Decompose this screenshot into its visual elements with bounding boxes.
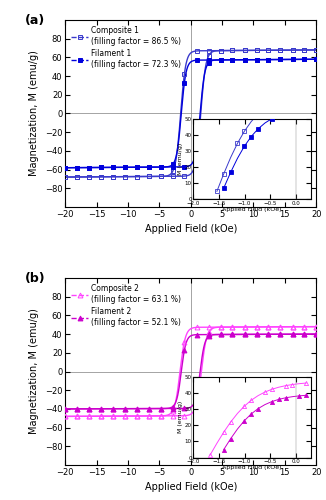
Legend: Composite 1
(filling factor = 86.5 %), Filament 1
(filling factor = 72.3 %): Composite 1 (filling factor = 86.5 %), F… (69, 24, 184, 71)
X-axis label: Applied Field (kOe): Applied Field (kOe) (144, 482, 237, 492)
Legend: Composite 2
(filling factor = 63.1 %), Filament 2
(filling factor = 52.1 %): Composite 2 (filling factor = 63.1 %), F… (69, 282, 184, 329)
Text: (b): (b) (25, 272, 46, 285)
Y-axis label: Magnetization, M (emu/g): Magnetization, M (emu/g) (29, 308, 39, 434)
Y-axis label: Magnetization, M (emu/g): Magnetization, M (emu/g) (29, 50, 39, 176)
X-axis label: Applied Field (kOe): Applied Field (kOe) (144, 224, 237, 234)
Text: (a): (a) (25, 14, 45, 28)
